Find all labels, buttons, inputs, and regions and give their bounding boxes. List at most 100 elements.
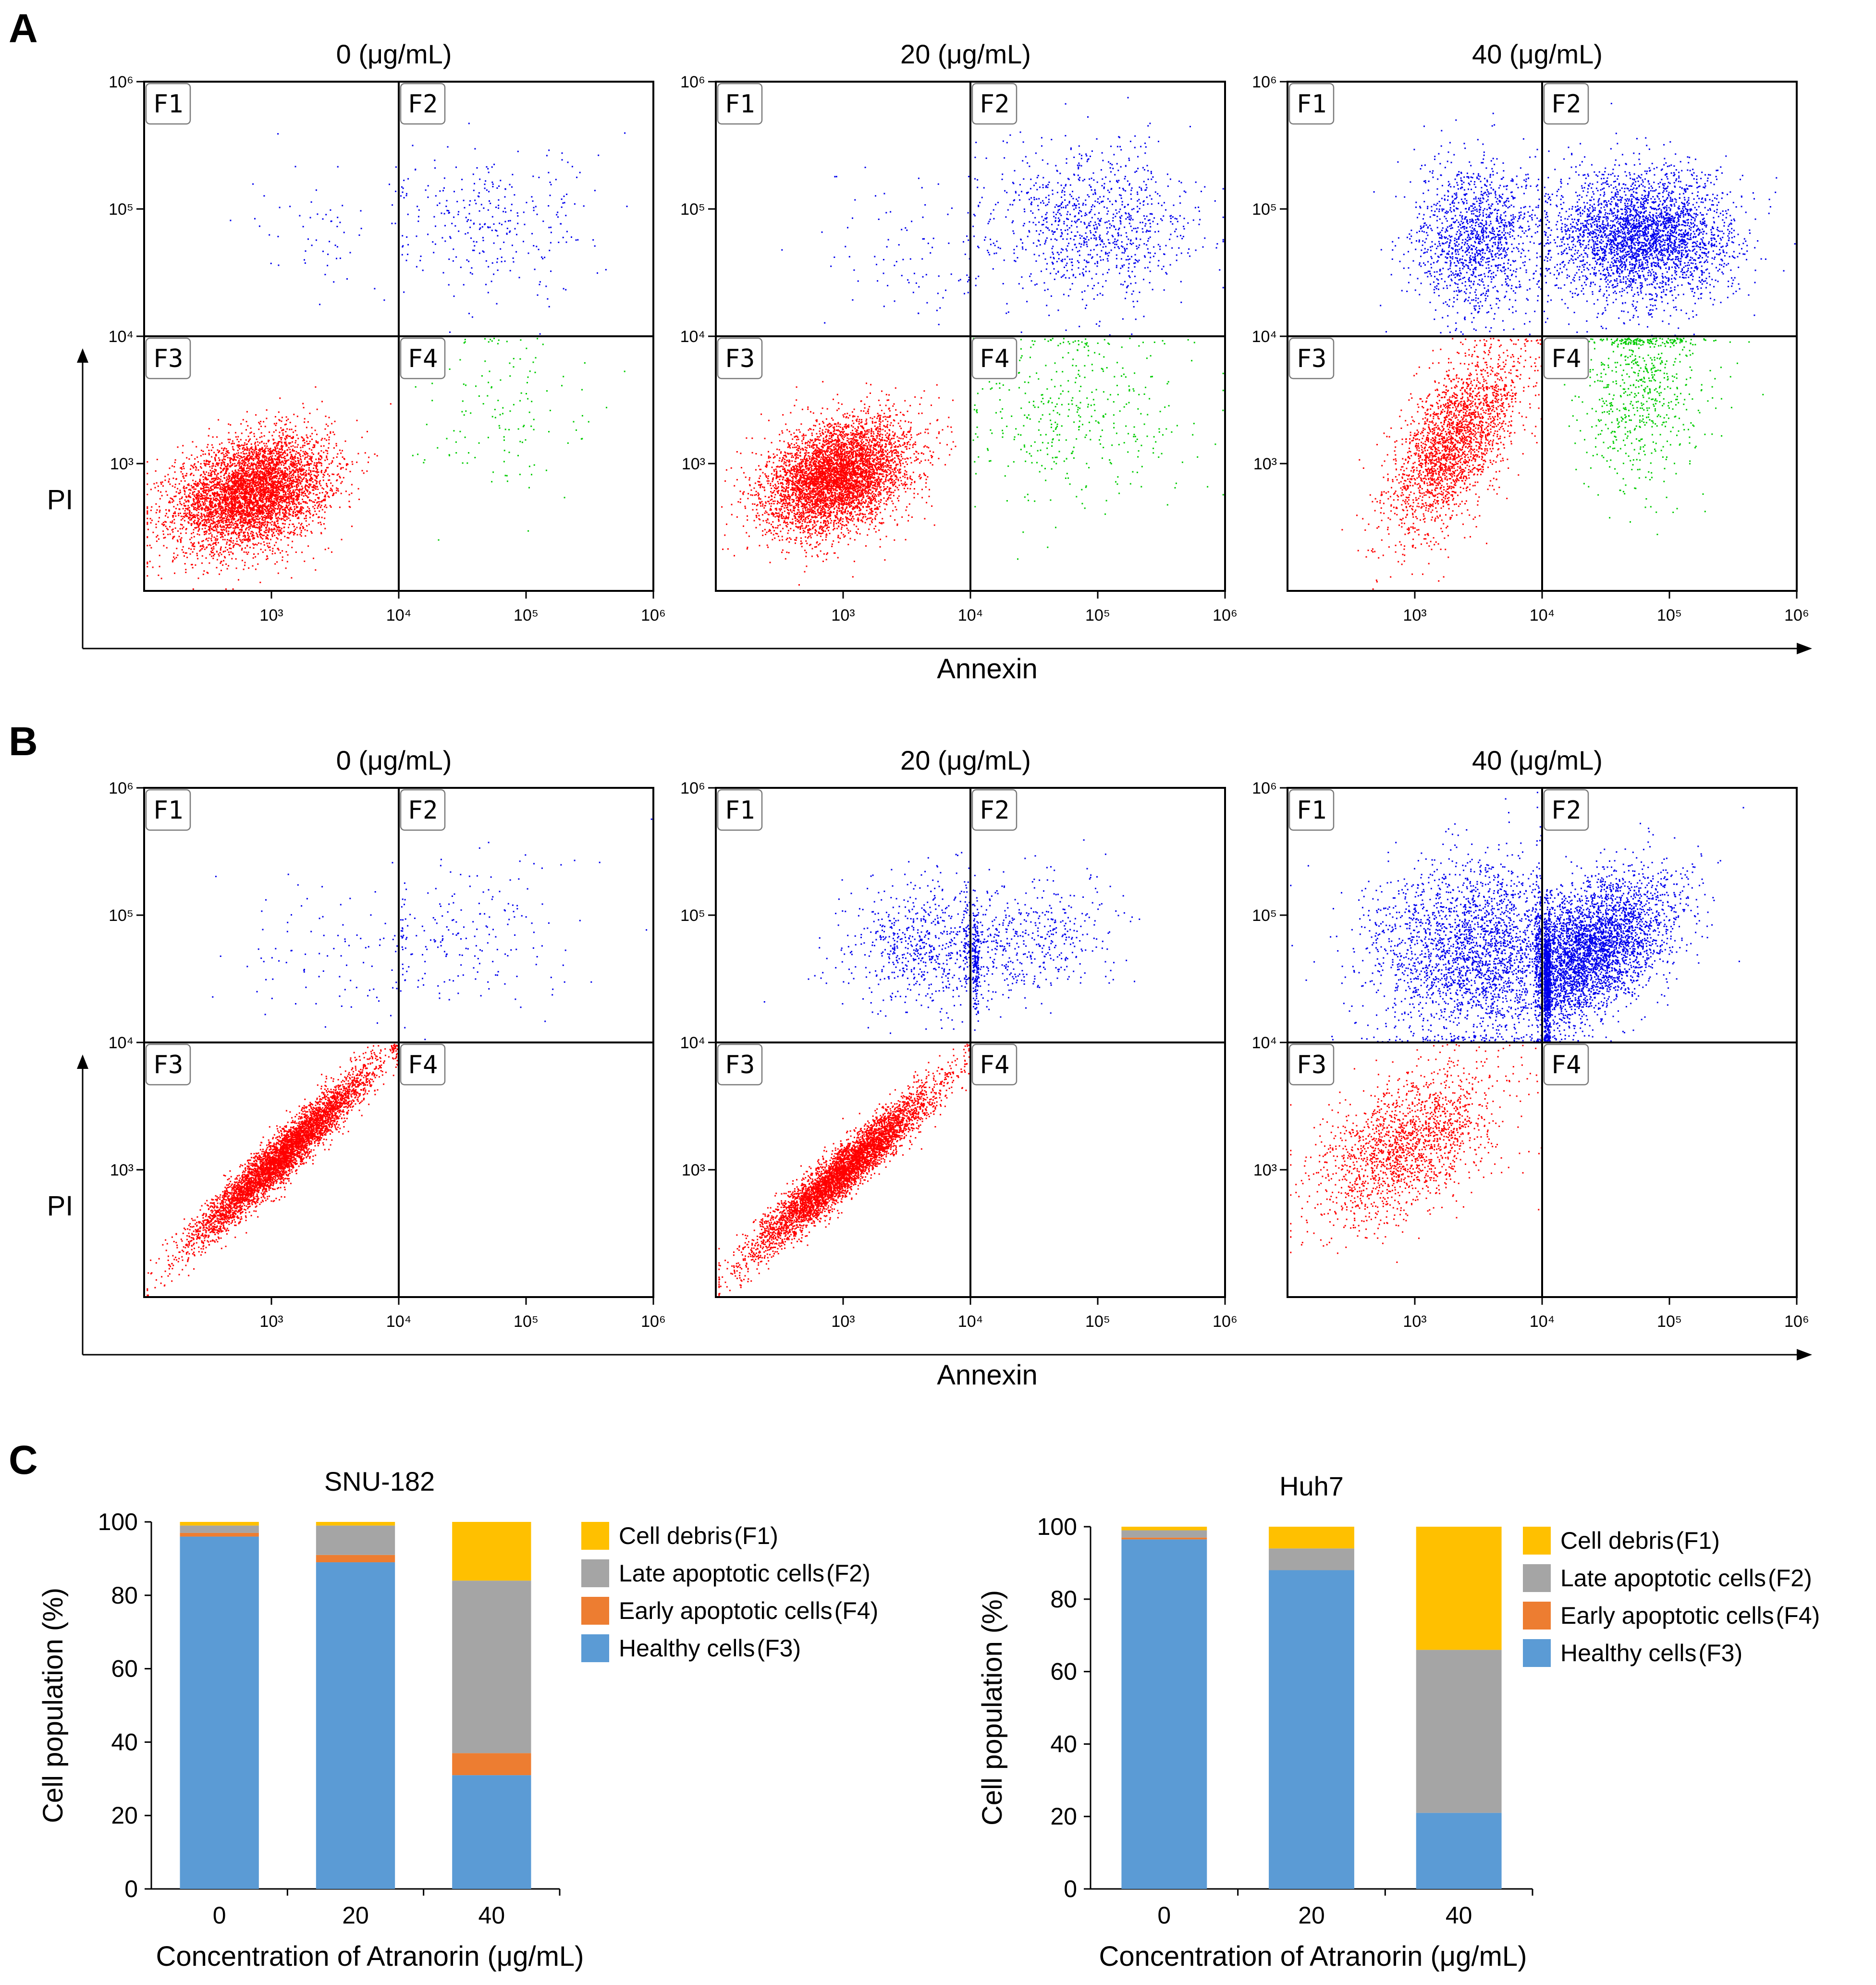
x-axis-label: Concentration of Atranorin (μg/mL): [1099, 1941, 1527, 1972]
quadrant-label-2: F2: [980, 90, 1010, 119]
flow-plot-b-0: 0 (μg/mL) F1 F2 F3 F4 10³ 10³ 10⁴ 10⁴ 10⁵ 10⁵ 10⁶ 10…: [109, 745, 666, 1331]
y-tick-label: 10³: [110, 1161, 134, 1179]
shared-axes: Annexin PI: [47, 348, 1812, 685]
legend-label: Cell debris: [619, 1522, 732, 1549]
x-tick-label: 10⁵: [1085, 1312, 1110, 1331]
dot-cloud-f3: [147, 386, 392, 590]
population-f3: [147, 386, 392, 590]
plot-title: 40 (μg/mL): [1472, 745, 1603, 775]
quadrant-box: [717, 1043, 763, 1086]
flow-row-b: 0 (μg/mL) F1 F2 F3 F4 10³ 10³ 10⁴ 10⁴ 10⁵ 10⁵ 10⁶ 10…: [47, 745, 1812, 1391]
x-tick-label: 10⁵: [514, 606, 539, 625]
legend-tag: (F4): [834, 1597, 879, 1624]
x-tick-label: 10³: [831, 1312, 855, 1331]
x-tick-label: 10⁴: [958, 1312, 983, 1331]
bar-segment: [452, 1522, 531, 1581]
plot-title: 20 (μg/mL): [900, 745, 1031, 775]
x-axis-label: Annexin: [937, 653, 1038, 685]
y-axis-label: PI: [47, 1190, 74, 1222]
bar-segment: [1121, 1530, 1207, 1538]
x-tick-label: 10³: [259, 1312, 283, 1331]
population-f3: [1341, 338, 1542, 590]
x-tick-label: 0: [1157, 1902, 1171, 1929]
y-axis-arrow: [77, 1054, 88, 1069]
legend-tag: (F2): [826, 1560, 871, 1587]
quadrant-box: [145, 337, 191, 380]
legend-swatch: [581, 1559, 609, 1587]
flow-plot-a-2: 40 (μg/mL) F1 F2 F3 F4 10³ 10³ 10⁴ 10⁴ 10⁵ 10⁵ 10⁶ 1…: [1252, 39, 1809, 625]
x-tick-label: 10⁶: [1213, 1312, 1238, 1331]
population-f2: [1544, 103, 1796, 337]
dot-cloud-f3: [721, 381, 956, 586]
legend-label: Late apoptotic cells: [619, 1560, 824, 1587]
quadrant-box: [400, 83, 446, 125]
y-tick-label: 10⁴: [109, 1034, 134, 1052]
scatter-points: [1290, 792, 1744, 1263]
legend-swatch: [1523, 1564, 1551, 1592]
quadrant-label-1: F1: [725, 796, 755, 825]
bar-segment: [1121, 1539, 1207, 1889]
quadrant-box: [1543, 83, 1589, 125]
population-f1: [781, 167, 970, 325]
quadrant-box: [1288, 337, 1335, 380]
legend-swatch: [581, 1522, 609, 1550]
flow-plot-b-1: 20 (μg/mL) F1 F2 F3 F4 10³ 10³ 10⁴ 10⁴ 10⁵ 10⁵ 10⁶ 1…: [680, 745, 1238, 1331]
y-tick-label: 60: [1050, 1658, 1077, 1685]
quadrant-label-2: F2: [980, 796, 1010, 825]
quadrant-box: [971, 789, 1018, 831]
quadrant-box: [971, 337, 1018, 380]
quadrant-box: [1543, 337, 1589, 380]
flow-plot-b-2: 40 (μg/mL) F1 F2 F3 F4 10³ 10³ 10⁴ 10⁴ 10⁵ 10⁵ 10⁶ 1…: [1252, 745, 1809, 1331]
quadrant-label-1: F1: [725, 90, 755, 119]
x-tick-label: 10⁶: [1784, 1312, 1809, 1331]
x-axis-label: Annexin: [937, 1360, 1038, 1391]
dot-cloud-f1: [1373, 112, 1542, 335]
legend-label: Early apoptotic cells: [1560, 1602, 1774, 1629]
quadrant-box: [717, 789, 763, 831]
x-tick-label: 10⁶: [641, 606, 666, 625]
chart-title: SNU-182: [324, 1466, 435, 1496]
flow-plot-a-0: 0 (μg/mL) F1 F2 F3 F4 10³ 10³ 10⁴ 10⁴ 10⁵ 10⁵ 10⁶ 10…: [109, 39, 666, 625]
quadrant-label-1: F1: [1297, 796, 1327, 825]
legend-label: Healthy cells: [619, 1635, 755, 1662]
dot-cloud-f1: [212, 862, 398, 1028]
bar-segment: [316, 1525, 395, 1555]
population-f1: [1373, 112, 1542, 335]
bar-segment: [1416, 1527, 1502, 1650]
bar-segment: [1121, 1537, 1207, 1540]
dot-cloud-f2: [400, 123, 628, 335]
legend-label: Early apoptotic cells: [619, 1597, 833, 1624]
y-tick-label: 10⁴: [1252, 328, 1277, 346]
quadrant-label-4: F4: [408, 1051, 438, 1079]
bar-segment: [452, 1581, 531, 1753]
quadrant-box: [971, 83, 1018, 125]
y-tick-label: 10⁶: [1252, 779, 1277, 797]
legend-tag: (F1): [1676, 1527, 1720, 1554]
panel-label-c: C: [9, 1437, 38, 1483]
quadrant-label-3: F3: [1297, 1051, 1327, 1079]
y-tick-label: 10³: [110, 455, 134, 473]
quadrant-label-2: F2: [1551, 796, 1582, 825]
bar-segment: [180, 1525, 259, 1533]
quadrant-label-2: F2: [1551, 90, 1582, 119]
y-tick-label: 10⁶: [680, 73, 705, 91]
legend-tag: (F4): [1776, 1602, 1820, 1629]
bar-segment: [1416, 1650, 1502, 1813]
bar-chart-huh7: Huh7 0 20 40 60 80 100 0 20 40 Concentration of At…: [977, 1471, 1820, 1972]
scatter-points: [147, 123, 628, 590]
y-tick-label: 10⁶: [109, 73, 134, 91]
y-tick-label: 10⁶: [109, 779, 134, 797]
dot-cloud-f1: [230, 133, 397, 306]
quadrant-label-2: F2: [408, 796, 438, 825]
quadrant-label-4: F4: [408, 344, 438, 373]
y-tick-label: 10⁶: [1252, 73, 1277, 91]
quadrant-label-3: F3: [153, 1051, 184, 1079]
quadrant-label-4: F4: [980, 1051, 1010, 1079]
quadrant-box: [1543, 1043, 1589, 1086]
y-tick-label: 10⁶: [680, 779, 705, 797]
quadrant-label-2: F2: [408, 90, 438, 119]
quadrant-label-4: F4: [980, 344, 1010, 373]
dot-cloud-f1: [1290, 792, 1543, 1043]
legend-label: Healthy cells: [1560, 1640, 1696, 1666]
